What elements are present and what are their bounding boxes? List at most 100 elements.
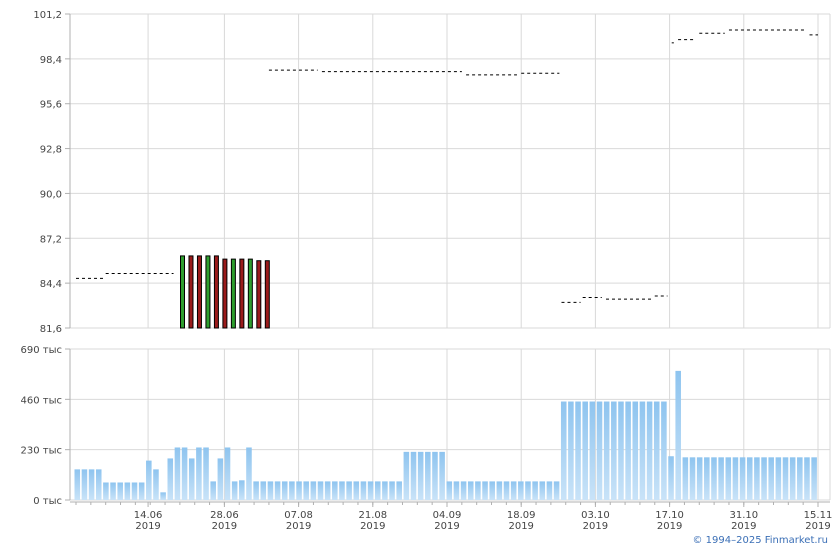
volume-bar bbox=[396, 481, 402, 500]
volume-bar bbox=[625, 401, 631, 500]
x-tick-label-year: 2019 bbox=[583, 521, 608, 532]
volume-bar bbox=[353, 481, 360, 500]
volume-bar bbox=[432, 451, 438, 500]
volume-bar bbox=[103, 482, 109, 500]
volume-bar bbox=[789, 457, 796, 500]
volume-bar bbox=[711, 457, 717, 500]
volume-bar bbox=[389, 481, 395, 500]
candle-down bbox=[196, 255, 202, 329]
x-tick-label-year: 2019 bbox=[286, 521, 311, 532]
volume-bar bbox=[611, 401, 617, 500]
volume-bar bbox=[746, 457, 753, 500]
volume-bar bbox=[425, 451, 431, 500]
volume-bar bbox=[646, 401, 653, 500]
volume-bar bbox=[124, 482, 131, 500]
volume-bar bbox=[117, 482, 123, 500]
volume-bar bbox=[653, 401, 660, 500]
x-tick-label-year: 2019 bbox=[360, 521, 385, 532]
candle-up bbox=[247, 258, 253, 329]
volume-bar bbox=[718, 457, 724, 500]
volume-bar bbox=[439, 451, 445, 500]
volume-bar bbox=[281, 481, 288, 500]
volume-bar bbox=[496, 481, 503, 500]
candle-up bbox=[230, 258, 236, 329]
volume-bar bbox=[582, 401, 588, 500]
x-tick-label-date: 21.08 bbox=[358, 510, 387, 521]
x-tick-label-date: 07.08 bbox=[284, 510, 313, 521]
volume-bar bbox=[196, 447, 202, 500]
price-ytick-label: 98,4 bbox=[40, 55, 62, 66]
candle-down bbox=[256, 260, 262, 329]
volume-bar bbox=[339, 481, 345, 500]
volume-bar bbox=[510, 481, 517, 500]
volume-bar bbox=[403, 451, 410, 500]
volume-bar bbox=[153, 469, 159, 500]
x-tick-label-date: 03.10 bbox=[581, 510, 610, 521]
volume-bar bbox=[324, 481, 331, 500]
volume-bar bbox=[253, 481, 259, 500]
price-ytick-label: 87,2 bbox=[40, 234, 62, 245]
volume-bar bbox=[367, 481, 374, 500]
volume-bar bbox=[453, 481, 460, 500]
volume-bar bbox=[661, 401, 667, 500]
volume-bar bbox=[532, 481, 538, 500]
volume-bar bbox=[489, 481, 495, 500]
x-tick-label-year: 2019 bbox=[805, 521, 830, 532]
volume-bar bbox=[446, 481, 453, 500]
volume-bar bbox=[689, 457, 696, 500]
volume-bar bbox=[131, 482, 138, 500]
volume-bar bbox=[725, 457, 732, 500]
price-ytick-label: 101,2 bbox=[33, 10, 62, 21]
candle-down bbox=[188, 255, 194, 329]
volume-bar bbox=[231, 481, 238, 500]
copyright-text[interactable]: © 1994–2025 Finmarket.ru bbox=[692, 535, 828, 546]
volume-bar bbox=[181, 447, 188, 500]
volume-bar bbox=[525, 481, 531, 500]
volume-bar bbox=[560, 401, 567, 500]
volume-bar bbox=[346, 481, 352, 500]
volume-bar bbox=[74, 469, 81, 500]
x-tick-label-year: 2019 bbox=[135, 521, 160, 532]
volume-bar bbox=[596, 401, 603, 500]
volume-bar bbox=[332, 481, 338, 500]
volume-bar bbox=[239, 480, 245, 500]
volume-bar bbox=[768, 457, 774, 500]
volume-bar bbox=[761, 457, 767, 500]
x-tick-label-date: 17.10 bbox=[655, 510, 684, 521]
volume-bar bbox=[754, 457, 760, 500]
volume-bar bbox=[410, 451, 417, 500]
x-tick-label-date: 18.09 bbox=[507, 510, 536, 521]
volume-bar bbox=[503, 481, 510, 500]
volume-bar bbox=[639, 401, 646, 500]
volume-bar bbox=[160, 492, 166, 500]
x-tick-label-year: 2019 bbox=[731, 521, 756, 532]
candle-down bbox=[213, 255, 219, 329]
volume-bar bbox=[267, 481, 274, 500]
x-tick-label-date: 14.06 bbox=[134, 510, 163, 521]
volume-bar bbox=[775, 457, 782, 500]
volume-bar bbox=[289, 481, 295, 500]
volume-bar bbox=[88, 469, 95, 500]
volume-ytick-label: 690 тыс bbox=[21, 345, 62, 356]
volume-bar bbox=[146, 460, 152, 500]
volume-bar bbox=[675, 370, 681, 500]
volume-bar bbox=[203, 447, 209, 500]
volume-bar bbox=[224, 447, 231, 500]
volume-bar bbox=[618, 401, 624, 500]
price-ytick-label: 81,6 bbox=[40, 324, 62, 335]
volume-ytick-label: 460 тыс bbox=[21, 395, 62, 406]
candle-down bbox=[239, 258, 245, 329]
volume-bar bbox=[682, 457, 689, 500]
volume-ytick-label: 230 тыс bbox=[21, 446, 62, 457]
volume-bar bbox=[210, 481, 216, 500]
candle-up bbox=[205, 255, 211, 329]
volume-bar bbox=[797, 457, 803, 500]
volume-bar bbox=[303, 481, 309, 500]
volume-bar bbox=[696, 457, 703, 500]
x-tick-label-year: 2019 bbox=[212, 521, 237, 532]
volume-bar bbox=[467, 481, 474, 500]
volume-bar bbox=[217, 458, 224, 500]
volume-bar bbox=[668, 456, 674, 500]
